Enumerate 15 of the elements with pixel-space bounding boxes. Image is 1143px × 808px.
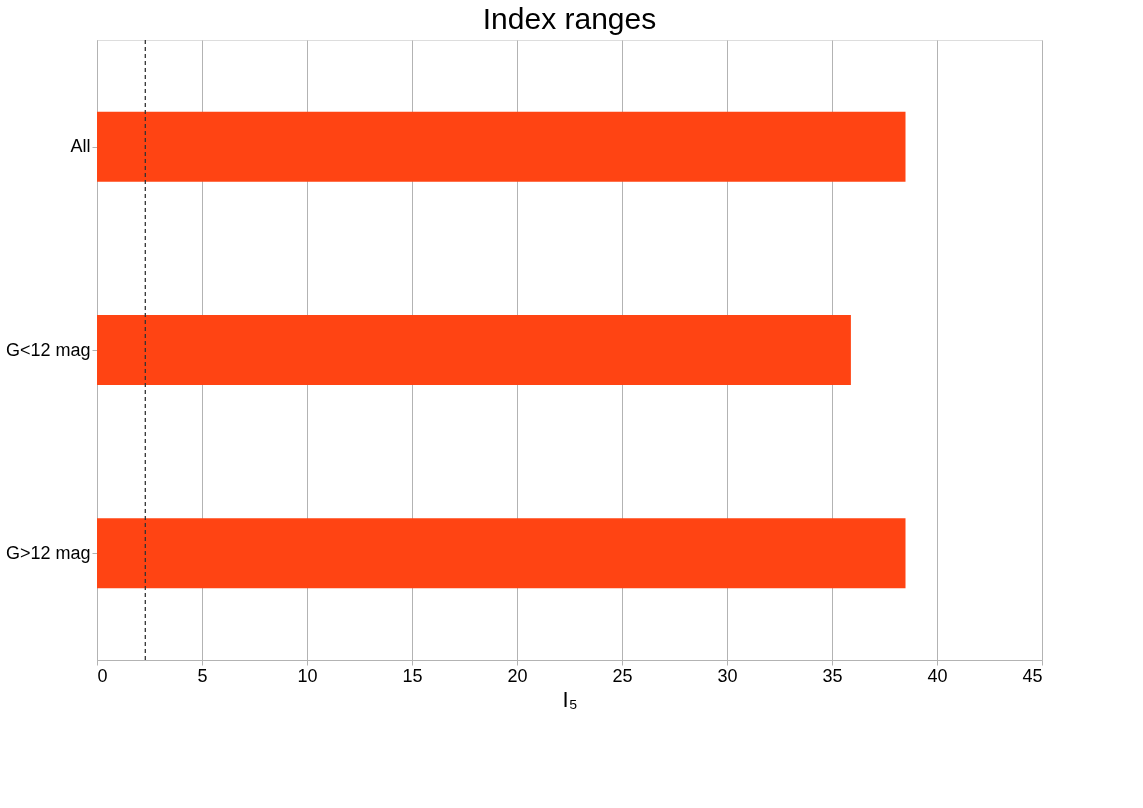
x-axis-title: I₅ (562, 686, 578, 712)
y-tick-label: G<12 mag (5, 339, 91, 360)
y-tick-label: G>12 mag (5, 542, 91, 563)
x-tick-label: 25 (612, 665, 633, 686)
chart-title: Index ranges (482, 2, 657, 36)
x-tick-label: 10 (297, 665, 318, 686)
x-tick-label: 45 (1022, 665, 1043, 686)
x-tick-label: 15 (402, 665, 423, 686)
y-tick-label: All (70, 136, 91, 157)
x-tick-label: 30 (717, 665, 738, 686)
x-tick-label: 40 (927, 665, 948, 686)
x-tick-label: 0 (97, 665, 108, 686)
x-tick-label: 35 (822, 665, 843, 686)
x-tick-label: 5 (197, 665, 208, 686)
x-tick-label: 20 (507, 665, 528, 686)
